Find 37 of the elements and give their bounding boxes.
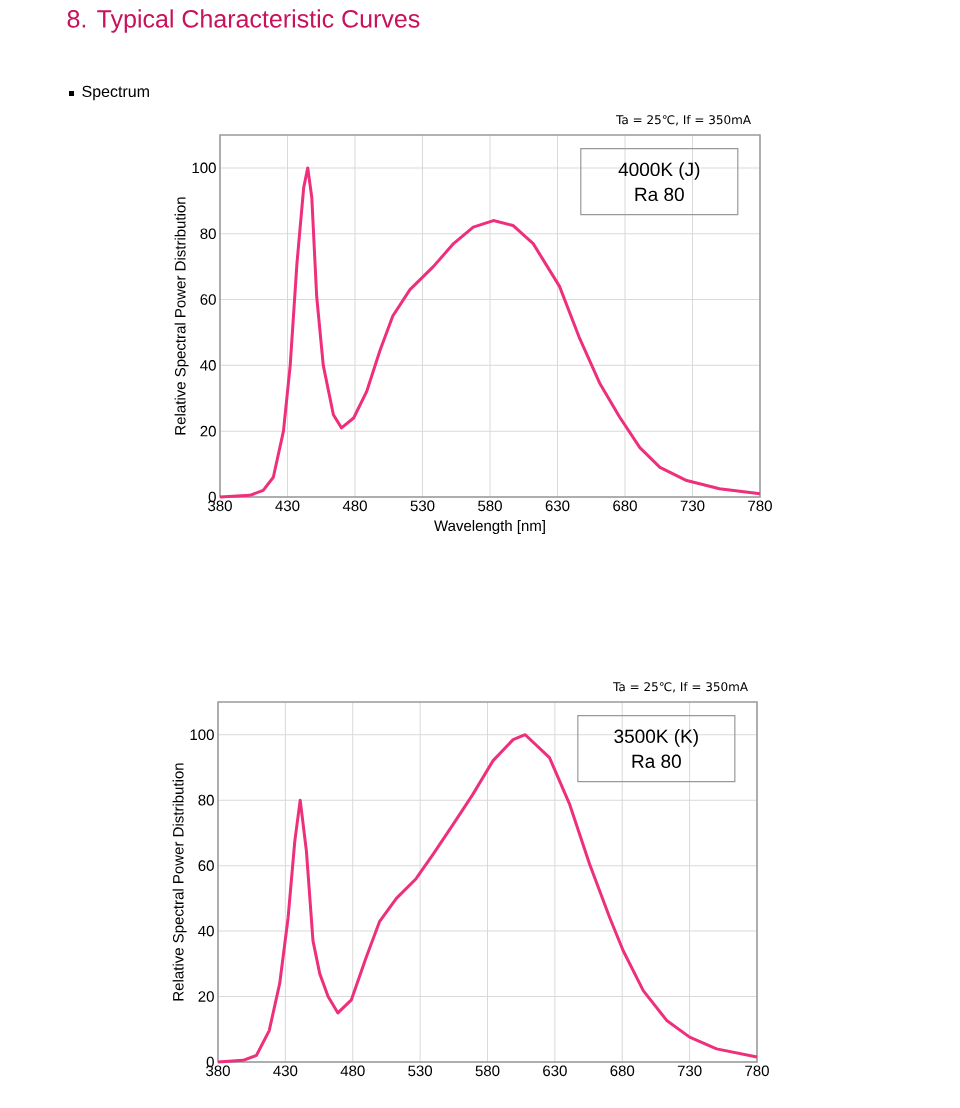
y-tick-label: 100 (192, 162, 216, 174)
annotation: Ra 80 (632, 754, 681, 769)
y-tick-label: 80 (198, 794, 214, 806)
x-tick-label: 580 (475, 1065, 500, 1077)
text: Ta = 25℃, If = 350mA (613, 681, 748, 693)
y-tick-label: 40 (200, 360, 216, 371)
x-tick-label: 680 (610, 1065, 635, 1077)
x-tick-label: 780 (748, 500, 772, 512)
annotation: 4000K (J) (618, 162, 700, 180)
x-tick-label: 480 (342, 500, 367, 512)
x-tick-label: 680 (613, 500, 637, 512)
x-tick-label: 630 (543, 1065, 567, 1077)
x-tick-label: 730 (680, 500, 705, 512)
chart-title: 8. Typical Characteristic Curves (67, 9, 420, 33)
y-tick-label: 20 (200, 425, 216, 437)
y-tick-label: 100 (190, 729, 214, 741)
x-tick-label: 430 (275, 500, 300, 512)
annotation: Ra 80 (635, 187, 684, 202)
y-tick-label: 80 (200, 228, 216, 240)
x-tick-label: 730 (677, 1065, 702, 1077)
x-tick-label: 530 (410, 500, 435, 512)
y-tick-label: 60 (200, 294, 216, 305)
x-axis-title: Wavelength [nm] (434, 520, 545, 534)
x-tick-label: 780 (745, 1065, 769, 1077)
y-tick-label: 20 (198, 991, 214, 1002)
x-tick-label: 630 (545, 500, 570, 512)
x-tick-label: 430 (273, 1065, 298, 1077)
x-tick-label: 530 (408, 1065, 433, 1077)
y-axis-title: Relative Spectral Power Distribution (174, 197, 189, 435)
annotation: 3500K (K) (614, 729, 698, 747)
x-tick-label: 580 (478, 500, 502, 512)
y-tick-label: 60 (198, 860, 214, 871)
x-tick-label: 480 (340, 1065, 365, 1077)
y-tick-label: 40 (198, 925, 214, 937)
y-axis-title: Relative Spectral Power Distribution (172, 763, 187, 1001)
text: Ta = 25℃, If = 350mA (616, 114, 751, 126)
chart-subtitle: Spectrum (82, 85, 149, 101)
